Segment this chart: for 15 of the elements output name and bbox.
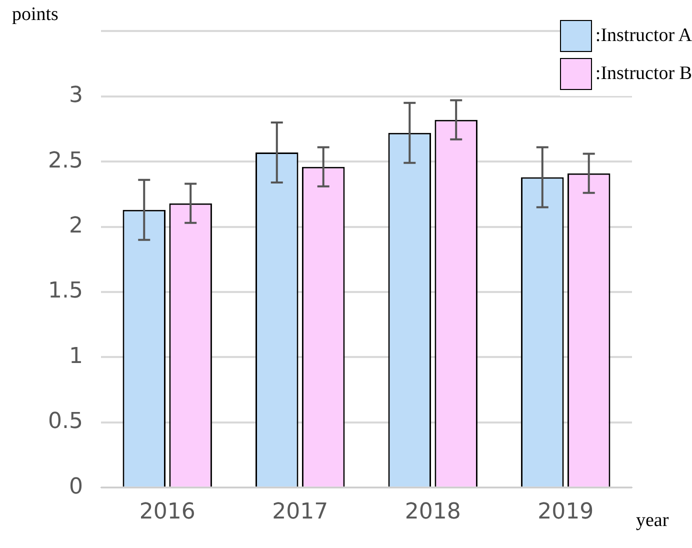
- y-axis-title: points: [12, 4, 58, 26]
- x-tick-label: 2017: [272, 500, 328, 525]
- y-tick-label: 0.5: [48, 409, 83, 434]
- x-tick-label: 2016: [139, 500, 196, 525]
- y-tick-label: 1: [68, 344, 83, 369]
- y-tick-label: 2: [68, 214, 83, 239]
- legend-label: :Instructor B: [595, 63, 692, 85]
- legend-label: :Instructor A: [595, 25, 692, 47]
- y-tick-label: 3: [68, 83, 83, 108]
- x-axis-title: year: [636, 510, 669, 532]
- x-tick-label: 2019: [538, 500, 594, 525]
- y-tick-label: 0: [68, 474, 83, 500]
- y-tick-label: 1.5: [48, 278, 83, 304]
- x-tick-label: 2018: [404, 500, 461, 525]
- y-tick-label: 2.5: [48, 148, 83, 174]
